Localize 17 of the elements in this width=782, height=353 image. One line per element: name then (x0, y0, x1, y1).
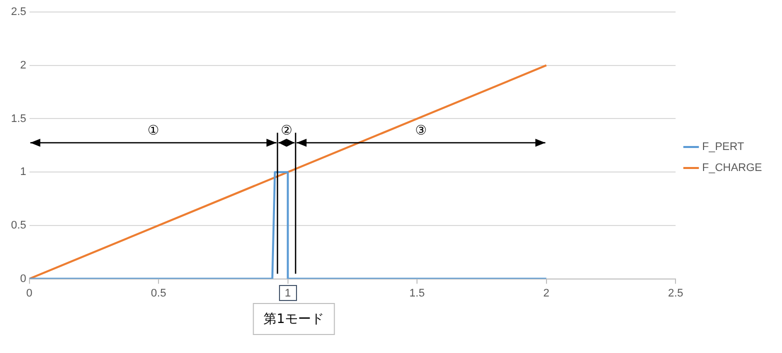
legend-label: F_PERT (702, 141, 744, 154)
text: 第1モード (252, 302, 335, 335)
x-tick-label: 1.5 (409, 287, 425, 300)
y-tick-label: 0.5 (10, 219, 26, 232)
x-tick-label: 2 (543, 287, 550, 300)
x-tick-label: 0.5 (150, 287, 166, 300)
y-tick-label: 2.5 (10, 6, 26, 18)
x-tick-label: 1 (284, 287, 291, 300)
y-tick-label: 1.5 (10, 112, 26, 125)
y-tick-label: 0 (20, 272, 26, 285)
annotation: ① (148, 123, 160, 138)
annotation: ② (280, 123, 292, 138)
legend-label: F_CHARGE (702, 162, 762, 174)
y-tick-label: 2 (20, 59, 26, 72)
x-tick-label: 2.5 (668, 287, 684, 300)
y-tick-label: 1 (20, 166, 26, 178)
annotation: ③ (415, 123, 427, 138)
